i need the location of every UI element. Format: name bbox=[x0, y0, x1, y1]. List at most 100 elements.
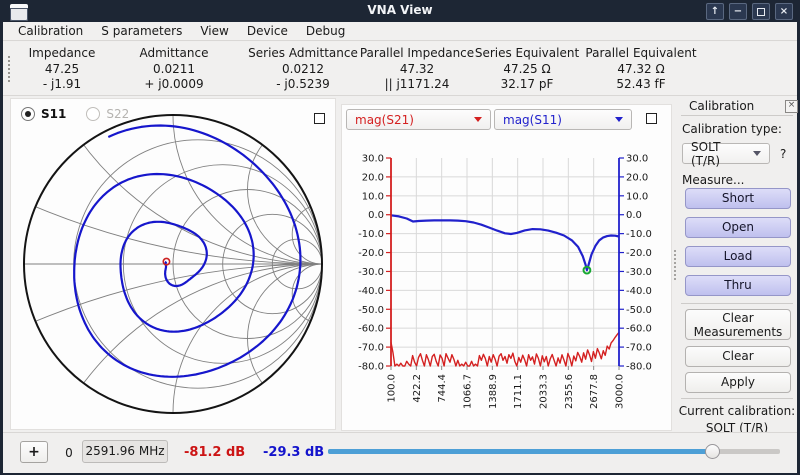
minimize-button[interactable]: − bbox=[729, 3, 747, 20]
maximize-icon bbox=[757, 7, 765, 16]
svg-text:-20.0: -20.0 bbox=[626, 248, 652, 259]
svg-text:2355.6: 2355.6 bbox=[564, 374, 575, 409]
svg-text:-70.0: -70.0 bbox=[626, 343, 652, 354]
maximize-button[interactable] bbox=[752, 3, 770, 20]
add-marker-button[interactable]: + bbox=[20, 441, 48, 463]
readout-value: 47.32 bbox=[399, 62, 435, 76]
clear-button[interactable]: Clear bbox=[685, 346, 791, 367]
chevron-down-icon bbox=[753, 151, 761, 156]
measurement-toolbar bbox=[3, 42, 797, 96]
smith-chart bbox=[23, 114, 323, 414]
dock-close-button[interactable]: × bbox=[785, 100, 798, 113]
clear-measurements-button[interactable]: Clear Measurements bbox=[685, 309, 791, 340]
measure-open-button[interactable]: Open bbox=[685, 217, 791, 238]
readout-parallel-equivalent: Parallel Equivalent 47.32 Ω 52.43 fF bbox=[576, 46, 706, 92]
readout-label: Admittance bbox=[139, 46, 209, 60]
svg-text:20.0: 20.0 bbox=[362, 172, 384, 183]
readout-label: Series Admittance bbox=[248, 46, 358, 60]
help-label[interactable]: ? bbox=[780, 147, 787, 161]
trace1-select[interactable]: mag(S21) bbox=[346, 109, 491, 130]
readout-value: 0.0211 bbox=[153, 62, 195, 76]
divider bbox=[681, 303, 793, 304]
trace2-select[interactable]: mag(S11) bbox=[494, 109, 632, 130]
svg-text:3000.0: 3000.0 bbox=[615, 374, 626, 409]
svg-text:-30.0: -30.0 bbox=[358, 267, 384, 278]
smith-popout-button[interactable] bbox=[314, 113, 325, 124]
readout-admittance: Admittance 0.0211 + j0.0009 bbox=[109, 46, 239, 92]
close-button[interactable]: × bbox=[775, 3, 793, 20]
readout-series-admittance: Series Admittance 0.0212 - j0.5239 bbox=[238, 46, 368, 92]
dock-splitter-handle[interactable] bbox=[674, 250, 679, 280]
titlebar: VNA View ↑ − × bbox=[0, 0, 800, 22]
marker-value-s21: -81.2 dB bbox=[184, 445, 246, 460]
slider-handle[interactable] bbox=[704, 444, 720, 459]
close-icon: × bbox=[787, 100, 796, 110]
marker-frequency-field[interactable]: 2591.96 MHz bbox=[82, 440, 168, 463]
readout-value: 47.32 Ω bbox=[617, 62, 665, 76]
menu-item-device[interactable]: Device bbox=[246, 23, 288, 38]
divider bbox=[681, 115, 793, 116]
measure-label: Measure... bbox=[682, 173, 745, 187]
menu-item-view[interactable]: View bbox=[200, 23, 229, 38]
s11-radio-label: S11 bbox=[41, 107, 67, 121]
menu-item-s-parameters[interactable]: S parameters bbox=[101, 23, 183, 38]
trace1-select-value: mag(S21) bbox=[355, 112, 414, 127]
svg-text:-60.0: -60.0 bbox=[626, 324, 652, 335]
readout-label: Series Equivalent bbox=[474, 46, 580, 60]
raise-button[interactable]: ↑ bbox=[706, 3, 724, 20]
s11-radio[interactable] bbox=[21, 107, 35, 121]
slider-fill bbox=[328, 449, 713, 454]
readout-value: 47.25 bbox=[44, 62, 80, 76]
divider bbox=[681, 398, 793, 399]
magnitude-graph: 30.0 30.0 20.0 20.0 10.0 10.0 0.0 0.0 -10.0 -10.0… bbox=[358, 154, 652, 410]
svg-text:744.4: 744.4 bbox=[437, 374, 448, 403]
svg-text:-20.0: -20.0 bbox=[358, 248, 384, 259]
apply-button[interactable]: Apply bbox=[685, 372, 791, 393]
svg-text:-40.0: -40.0 bbox=[626, 286, 652, 297]
measure-short-button[interactable]: Short bbox=[685, 188, 791, 209]
readout-series-equivalent: Series Equivalent 47.25 Ω 32.17 pF bbox=[462, 46, 592, 92]
readout-value: + j0.0009 bbox=[144, 77, 204, 91]
readout-value: 32.17 pF bbox=[500, 77, 554, 91]
svg-text:20.0: 20.0 bbox=[626, 172, 648, 183]
readout-label: Impedance bbox=[28, 46, 96, 60]
svg-text:1711.1: 1711.1 bbox=[513, 374, 524, 409]
s22-radio[interactable] bbox=[86, 107, 101, 121]
readout-value: - j0.5239 bbox=[276, 77, 330, 91]
svg-text:-50.0: -50.0 bbox=[626, 305, 652, 316]
graph-popout-button[interactable] bbox=[646, 113, 657, 124]
svg-text:0.0: 0.0 bbox=[368, 210, 384, 221]
svg-text:-80.0: -80.0 bbox=[626, 362, 652, 373]
s22-radio-label: S22 bbox=[106, 107, 130, 121]
svg-text:10.0: 10.0 bbox=[626, 191, 648, 202]
calibration-type-value: SOLT (T/R) bbox=[691, 139, 721, 168]
svg-text:-30.0: -30.0 bbox=[626, 267, 652, 278]
smith-chart-panel: S11 S22 bbox=[10, 98, 336, 430]
window-title: VNA View bbox=[367, 3, 433, 17]
measure-load-button[interactable]: Load bbox=[685, 246, 791, 267]
up-arrow-icon: ↑ bbox=[710, 6, 720, 17]
svg-text:-10.0: -10.0 bbox=[358, 229, 384, 240]
readout-impedance: Impedance 47.25 - j1.91 bbox=[0, 46, 127, 92]
svg-text:100.0: 100.0 bbox=[387, 374, 398, 403]
chevron-down-icon bbox=[615, 117, 623, 122]
svg-text:-70.0: -70.0 bbox=[358, 343, 384, 354]
minimize-icon: − bbox=[733, 6, 743, 17]
menu-item-debug[interactable]: Debug bbox=[305, 23, 346, 38]
menu-item-calibration[interactable]: Calibration bbox=[18, 23, 84, 38]
frequency-slider[interactable] bbox=[328, 444, 780, 460]
measure-thru-button[interactable]: Thru bbox=[685, 275, 791, 296]
readout-value: 0.0212 bbox=[282, 62, 324, 76]
readout-value: 47.25 Ω bbox=[503, 62, 551, 76]
svg-text:0.0: 0.0 bbox=[626, 210, 642, 221]
current-calibration-value: SOLT (T/R) bbox=[705, 421, 769, 435]
calibration-type-select[interactable]: SOLT (T/R) bbox=[682, 140, 770, 168]
svg-text:-60.0: -60.0 bbox=[358, 324, 384, 335]
svg-text:2033.3: 2033.3 bbox=[538, 374, 549, 409]
current-calibration-label: Current calibration: bbox=[678, 404, 796, 418]
chevron-down-icon bbox=[474, 117, 482, 122]
readout-value: || j1171.24 bbox=[384, 77, 450, 91]
toolbar-drag-handle[interactable] bbox=[8, 56, 13, 82]
trace2-select-value: mag(S11) bbox=[503, 112, 562, 127]
marker-value-s11: -29.3 dB bbox=[263, 445, 325, 460]
